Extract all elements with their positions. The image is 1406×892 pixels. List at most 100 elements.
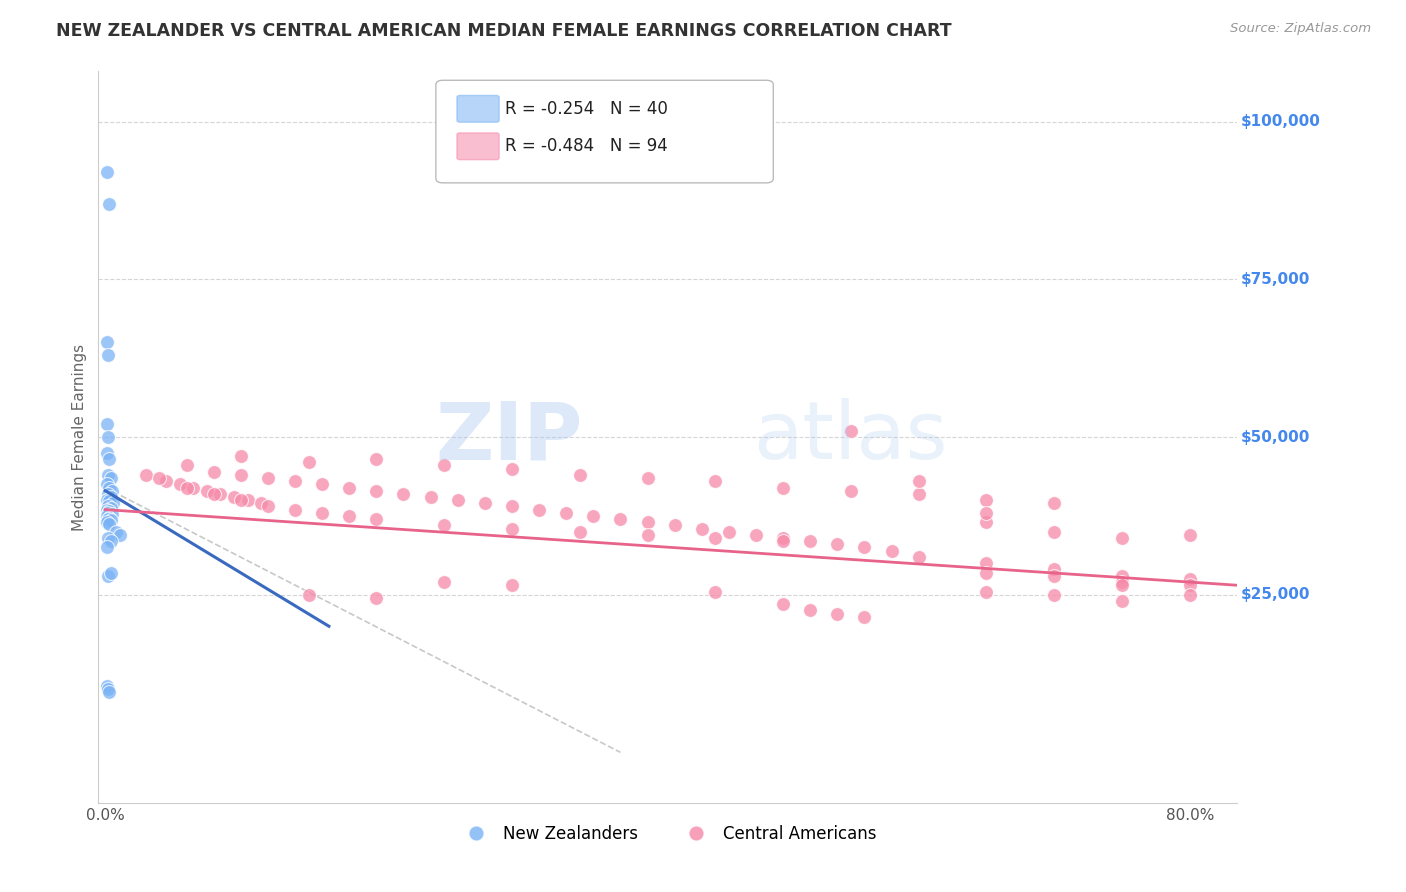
Point (101, 507, 124, 521)
Legend: New Zealanders, Central Americans: New Zealanders, Central Americans (453, 818, 883, 849)
Point (1043, 588, 1066, 602)
Point (433, 518, 456, 533)
Point (222, 490, 245, 504)
Point (1111, 578, 1133, 592)
Point (772, 534, 794, 549)
Point (97, 348, 120, 362)
Point (297, 588, 319, 602)
Point (96, 335, 118, 350)
Point (853, 609, 876, 624)
Point (839, 424, 862, 438)
Point (366, 591, 388, 605)
Point (250, 496, 273, 510)
Point (527, 502, 550, 516)
Point (284, 502, 307, 516)
Text: $25,000: $25,000 (1240, 587, 1310, 602)
Point (976, 584, 998, 599)
Point (772, 597, 794, 611)
Point (148, 471, 170, 485)
Point (98, 196, 121, 211)
Point (97, 531, 120, 545)
Point (97, 569, 120, 583)
Point (664, 518, 686, 533)
Point (976, 506, 998, 520)
Point (105, 524, 128, 539)
Point (100, 534, 122, 549)
Point (568, 467, 591, 482)
Point (1043, 524, 1066, 539)
Point (236, 493, 259, 508)
Point (1043, 569, 1066, 583)
Point (155, 474, 177, 488)
Point (98, 504, 121, 518)
Point (98, 452, 121, 467)
Point (976, 515, 998, 529)
Point (1111, 594, 1133, 608)
Point (827, 537, 849, 551)
Point (311, 477, 333, 491)
Point (297, 455, 319, 469)
Point (108, 528, 131, 542)
Point (257, 500, 280, 514)
Point (976, 566, 998, 580)
Point (1043, 496, 1066, 510)
Point (97, 500, 120, 514)
Point (1111, 531, 1133, 545)
Point (609, 512, 631, 526)
Point (392, 487, 415, 501)
Point (1178, 572, 1201, 586)
Point (96, 446, 118, 460)
Point (98, 494, 121, 508)
Point (337, 508, 360, 523)
Point (101, 483, 124, 498)
Point (96, 477, 118, 491)
Point (976, 493, 998, 508)
Point (1111, 569, 1133, 583)
Point (284, 474, 307, 488)
Point (827, 607, 849, 621)
Point (637, 528, 659, 542)
Point (568, 524, 591, 539)
Point (704, 531, 727, 545)
Point (501, 521, 523, 535)
Point (96, 417, 118, 432)
Y-axis label: Median Female Earnings: Median Female Earnings (72, 343, 87, 531)
Point (501, 461, 523, 475)
Point (1178, 588, 1201, 602)
Point (555, 506, 578, 520)
Point (474, 496, 496, 510)
Point (96, 508, 118, 523)
Point (337, 481, 360, 495)
Point (96, 165, 118, 179)
Point (229, 493, 252, 508)
Point (97, 430, 120, 444)
Point (704, 584, 727, 599)
Text: $100,000: $100,000 (1240, 114, 1320, 129)
Point (907, 474, 929, 488)
Point (704, 474, 727, 488)
Point (97, 506, 120, 520)
Point (501, 500, 523, 514)
Point (717, 524, 740, 539)
Point (907, 487, 929, 501)
Point (229, 449, 252, 463)
Text: R = -0.484   N = 94: R = -0.484 N = 94 (505, 137, 668, 155)
Point (1111, 575, 1133, 590)
Point (183, 481, 205, 495)
Point (853, 541, 876, 555)
Point (366, 512, 388, 526)
Text: ZIP: ZIP (436, 398, 582, 476)
Point (433, 458, 456, 473)
Point (169, 477, 191, 491)
Point (433, 575, 456, 590)
Point (447, 493, 470, 508)
Point (176, 458, 198, 473)
Point (839, 483, 862, 498)
Point (97, 682, 120, 697)
Point (976, 556, 998, 570)
Point (100, 471, 122, 485)
Point (97, 512, 120, 526)
Point (103, 496, 125, 510)
Point (745, 528, 768, 542)
Point (209, 487, 232, 501)
